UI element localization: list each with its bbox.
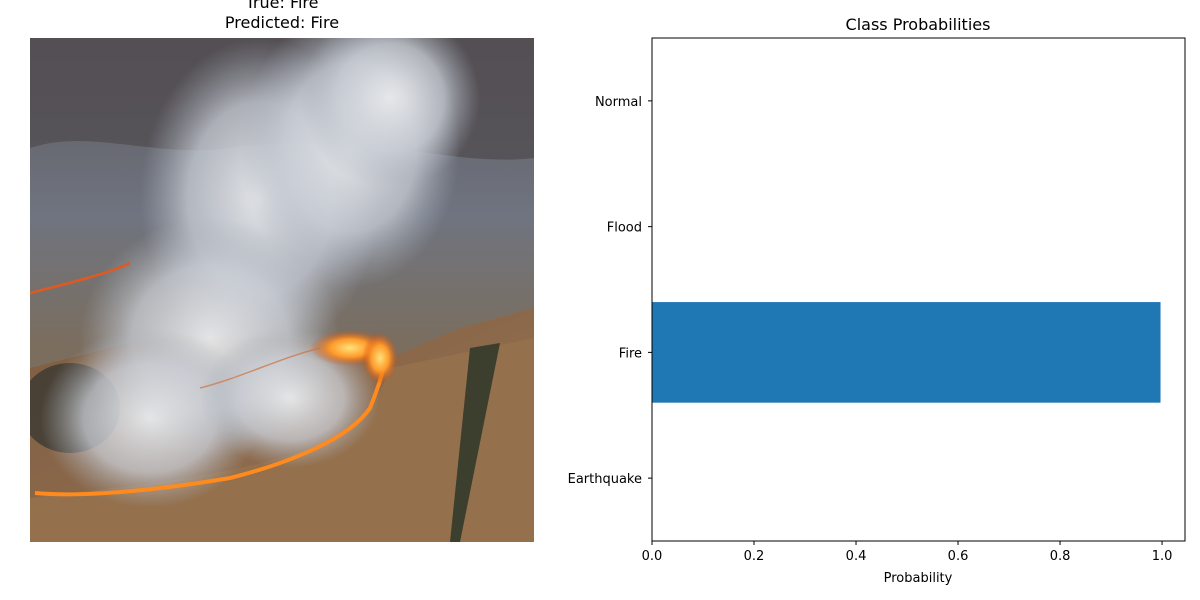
bar-fire: [652, 302, 1161, 403]
x-tick-label: 0.6: [948, 549, 969, 564]
true-label-title: True: Fire: [245, 0, 319, 12]
y-tick-label: Fire: [619, 346, 642, 361]
y-tick-label: Earthquake: [568, 472, 642, 487]
x-tick-label: 0.8: [1050, 549, 1071, 564]
x-tick-label: 1.0: [1152, 549, 1173, 564]
x-axis-label: Probability: [884, 571, 953, 586]
wildfire-photo-illustration: [30, 38, 534, 542]
x-tick-label: 0.0: [642, 549, 663, 564]
y-tick-label: Normal: [595, 95, 642, 110]
chart-title: Class Probabilities: [846, 15, 991, 34]
wildfire-photo: [30, 38, 534, 542]
x-tick-label: 0.2: [744, 549, 765, 564]
plot-frame: [651, 37, 1186, 542]
y-tick-label: Flood: [607, 221, 642, 236]
predicted-label-title: Predicted: Fire: [224, 13, 340, 32]
x-tick-label: 0.4: [846, 549, 867, 564]
